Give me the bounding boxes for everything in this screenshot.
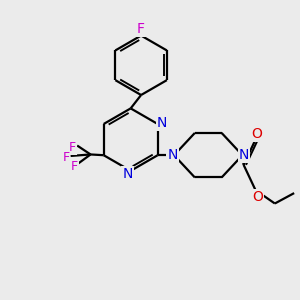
- Text: N: N: [157, 116, 167, 130]
- Text: F: F: [70, 160, 78, 173]
- Text: O: O: [253, 190, 263, 204]
- Text: F: F: [137, 22, 145, 36]
- Text: N: N: [167, 148, 178, 162]
- Text: N: N: [239, 148, 249, 162]
- Text: N: N: [122, 167, 133, 181]
- Text: O: O: [252, 127, 262, 141]
- Text: F: F: [62, 151, 69, 164]
- Text: F: F: [69, 141, 76, 154]
